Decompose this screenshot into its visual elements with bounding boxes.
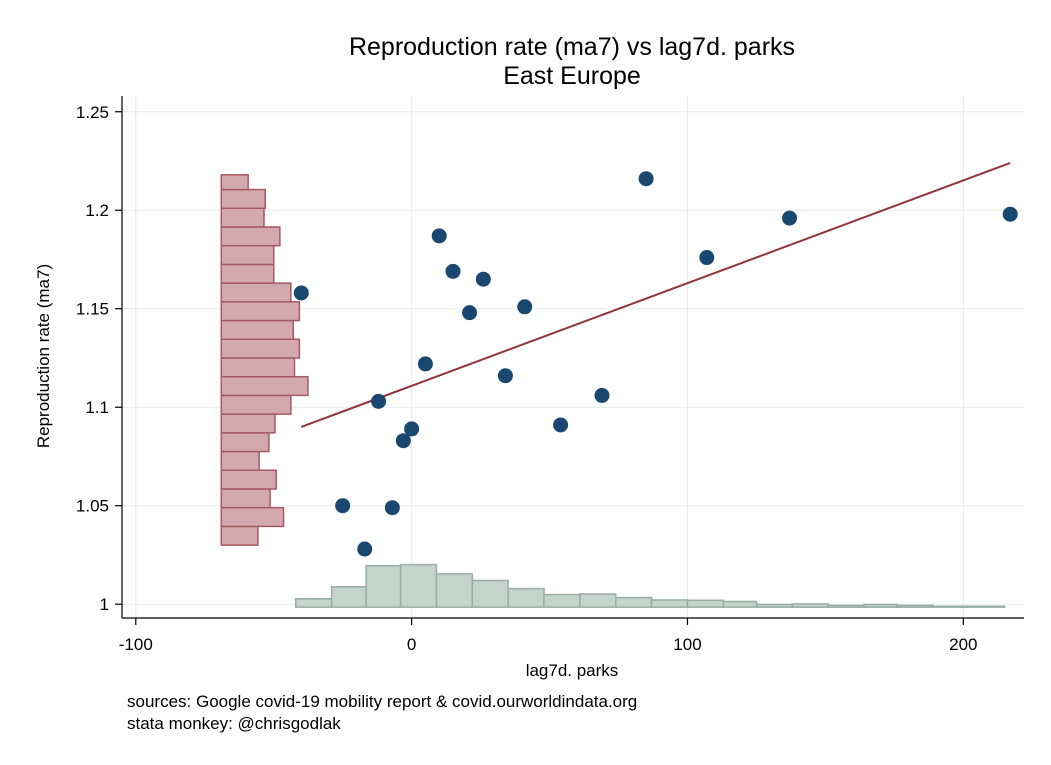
y-histogram-bar [220, 506, 285, 528]
y-histogram-bar [220, 226, 281, 247]
scatter-point [1002, 206, 1018, 222]
y-histogram-bar [220, 394, 292, 415]
x-tick-label: 200 [949, 635, 977, 654]
scatter-point [475, 271, 491, 287]
credit-note: stata monkey: @chrisgodlak [127, 714, 341, 733]
scatter-point [417, 356, 433, 372]
x-histogram-bar [543, 593, 581, 608]
scatter-point [445, 263, 461, 279]
y-histogram-bar [220, 263, 275, 284]
x-tick-label: -100 [119, 635, 153, 654]
x-histogram-bar [471, 579, 509, 608]
x-histogram [295, 563, 1006, 608]
y-histogram-bar [220, 469, 277, 490]
chart-title: Reproduction rate (ma7) vs lag7d. parks [349, 33, 795, 61]
scatter-point [553, 417, 569, 433]
x-histogram-bar [650, 599, 689, 608]
fit-line [300, 162, 1011, 428]
y-tick-label: 1.05 [76, 497, 109, 516]
y-histogram-bar [220, 525, 259, 546]
y-axis-label: Reproduction rate (ma7) [34, 264, 53, 448]
x-histogram-bar [365, 565, 402, 608]
source-note: sources: Google covid-19 mobility report… [127, 692, 637, 711]
y-tick-label: 1.15 [76, 300, 109, 319]
y-histogram-bar [220, 282, 292, 303]
scatter-points [293, 171, 1018, 557]
x-tick-label: 100 [673, 635, 701, 654]
scatter-point [699, 250, 715, 266]
chart-subtitle: East Europe [503, 62, 641, 90]
y-tick-label: 1.25 [76, 103, 109, 122]
fit-line-group [300, 162, 1011, 428]
scatter-point [462, 305, 478, 321]
y-histogram-bar [220, 413, 276, 434]
scatter-point [638, 171, 654, 187]
scatter-point [335, 498, 351, 514]
x-histogram-bar [295, 598, 333, 608]
y-tick-label: 1 [100, 595, 109, 614]
x-histogram-bar [330, 586, 367, 608]
y-histogram-bar [220, 319, 295, 341]
scatter-point [384, 500, 400, 516]
x-histogram-bar [579, 593, 617, 608]
y-histogram-bar [220, 244, 275, 266]
scatter-point [371, 393, 387, 409]
scatter-point [431, 228, 447, 244]
x-axis-ticks: -100 0 100 200 [119, 618, 978, 654]
y-histogram-bar [220, 488, 271, 509]
scatter-point [782, 210, 798, 226]
x-tick-label: 0 [407, 635, 416, 654]
y-histogram-bar [220, 338, 301, 359]
x-histogram-bar [615, 596, 653, 608]
x-axis-label: lag7d. parks [526, 661, 619, 680]
scatter-point [357, 541, 373, 557]
x-histogram-bar [399, 563, 438, 608]
scatter-point [395, 433, 411, 449]
y-axis-ticks: 1 1.05 1.1 1.15 1.2 1.25 [76, 103, 122, 614]
y-tick-label: 1.2 [85, 201, 109, 220]
y-histogram-bar [220, 174, 249, 191]
scatter-point [594, 387, 610, 403]
y-histogram-bar [220, 207, 265, 228]
y-histogram-bar [220, 357, 296, 378]
x-histogram-bar [686, 599, 725, 608]
x-histogram-bar [435, 573, 474, 608]
scatter-point [497, 368, 513, 384]
x-histogram-bar [755, 603, 794, 608]
x-histogram-bar [791, 603, 829, 608]
y-histogram-bar [220, 432, 270, 453]
y-histogram-bar [220, 301, 301, 322]
scatter-point [517, 299, 533, 315]
x-histogram-bar [507, 587, 545, 608]
scatter-point [293, 285, 309, 301]
y-histogram [220, 174, 309, 546]
y-tick-label: 1.1 [85, 398, 109, 417]
y-histogram-bar [220, 450, 260, 472]
y-histogram-bar [220, 188, 266, 210]
x-histogram-bar [896, 604, 934, 608]
scatter-point [404, 421, 420, 437]
x-histogram-bar [863, 603, 898, 608]
x-histogram-bar [722, 600, 758, 608]
x-histogram-bar [932, 605, 1006, 608]
x-histogram-bar [827, 604, 865, 608]
y-histogram-bar [220, 375, 309, 397]
